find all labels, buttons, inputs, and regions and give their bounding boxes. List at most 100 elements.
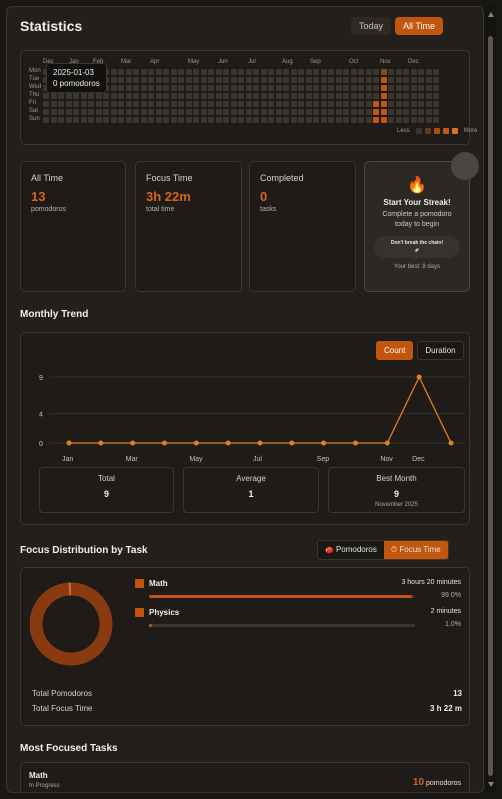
heatmap-cell[interactable] xyxy=(358,93,364,99)
heatmap-cell[interactable] xyxy=(95,109,102,115)
heatmap-cell[interactable] xyxy=(80,93,87,99)
heatmap-cell[interactable] xyxy=(320,117,327,123)
heatmap-cell[interactable] xyxy=(80,117,87,123)
heatmap-cell[interactable] xyxy=(335,101,342,107)
heatmap-cell[interactable] xyxy=(335,117,342,123)
heatmap-cell[interactable] xyxy=(268,93,274,99)
heatmap-cell[interactable] xyxy=(373,69,379,75)
heatmap-cell[interactable] xyxy=(110,117,117,123)
heatmap-cell[interactable] xyxy=(298,69,304,75)
heatmap-cell[interactable] xyxy=(403,109,409,115)
heatmap-cell[interactable] xyxy=(425,93,432,99)
heatmap-cell[interactable] xyxy=(395,101,402,107)
heatmap-cell[interactable] xyxy=(433,109,439,115)
heatmap-cell[interactable] xyxy=(193,77,199,83)
heatmap-cell[interactable] xyxy=(260,69,267,75)
heatmap-cell[interactable] xyxy=(268,77,274,83)
heatmap-cell[interactable] xyxy=(275,77,282,83)
heatmap-cell[interactable] xyxy=(73,109,79,115)
heatmap-cell[interactable] xyxy=(103,109,109,115)
heatmap-cell[interactable] xyxy=(133,77,139,83)
heatmap-cell[interactable] xyxy=(425,117,432,123)
heatmap-cell[interactable] xyxy=(155,69,162,75)
heatmap-cell[interactable] xyxy=(395,109,402,115)
heatmap-cell[interactable] xyxy=(313,109,319,115)
heatmap-cell[interactable] xyxy=(395,117,402,123)
heatmap-cell[interactable] xyxy=(170,93,177,99)
heatmap-cell[interactable] xyxy=(230,117,237,123)
heatmap-cell[interactable] xyxy=(418,101,424,107)
heatmap-cell[interactable] xyxy=(343,101,349,107)
heatmap-cell[interactable] xyxy=(140,101,147,107)
heatmap-cell[interactable] xyxy=(268,101,274,107)
heatmap-cell[interactable] xyxy=(418,93,424,99)
heatmap-cell[interactable] xyxy=(125,93,132,99)
scroll-thumb[interactable] xyxy=(488,36,493,776)
top-task-item[interactable]: Math In Progress 10 pomodoros xyxy=(20,762,470,792)
heatmap-cell[interactable] xyxy=(275,93,282,99)
heatmap-cell[interactable] xyxy=(65,101,72,107)
heatmap-cell[interactable] xyxy=(298,85,304,91)
heatmap-cell[interactable] xyxy=(305,85,312,91)
heatmap-cell[interactable] xyxy=(73,101,79,107)
heatmap-cell[interactable] xyxy=(245,69,252,75)
data-point[interactable] xyxy=(66,440,72,446)
heatmap-cell[interactable] xyxy=(208,77,214,83)
heatmap-cell[interactable] xyxy=(290,85,297,91)
heatmap-cell[interactable] xyxy=(170,69,177,75)
heatmap-cell[interactable] xyxy=(395,85,402,91)
heatmap-cell[interactable] xyxy=(148,101,154,107)
heatmap-cell[interactable] xyxy=(193,93,199,99)
heatmap-cell[interactable] xyxy=(305,109,312,115)
heatmap-cell[interactable] xyxy=(178,101,184,107)
heatmap-cell[interactable] xyxy=(365,117,372,123)
heatmap-cell[interactable] xyxy=(118,69,124,75)
heatmap-cell[interactable] xyxy=(223,85,229,91)
heatmap-cell[interactable] xyxy=(245,109,252,115)
heatmap-cell[interactable] xyxy=(133,85,139,91)
heatmap-cell[interactable] xyxy=(215,85,222,91)
heatmap-cell[interactable] xyxy=(433,117,439,123)
heatmap-cell[interactable] xyxy=(305,101,312,107)
heatmap-cell[interactable] xyxy=(245,77,252,83)
heatmap-cell[interactable] xyxy=(200,69,207,75)
heatmap-cell[interactable] xyxy=(253,109,259,115)
heatmap-cell[interactable] xyxy=(320,101,327,107)
heatmap-cell[interactable] xyxy=(403,77,409,83)
tab-all-time[interactable]: All Time xyxy=(395,17,444,35)
data-point[interactable] xyxy=(321,440,327,446)
heatmap-cell[interactable] xyxy=(253,117,259,123)
heatmap-cell[interactable] xyxy=(305,69,312,75)
heatmap-cell[interactable] xyxy=(410,85,417,91)
heatmap-cell[interactable] xyxy=(403,93,409,99)
heatmap-cell[interactable] xyxy=(110,93,117,99)
heatmap-cell[interactable] xyxy=(103,117,109,123)
heatmap-cell[interactable] xyxy=(335,109,342,115)
heatmap-cell[interactable] xyxy=(200,109,207,115)
count-button[interactable]: Count xyxy=(376,341,414,360)
heatmap-cell[interactable] xyxy=(275,117,282,123)
heatmap-cell[interactable] xyxy=(358,69,364,75)
heatmap-cell[interactable] xyxy=(418,69,424,75)
heatmap-cell[interactable] xyxy=(140,109,147,115)
heatmap-cell[interactable] xyxy=(50,93,57,99)
heatmap-cell[interactable] xyxy=(305,93,312,99)
heatmap-cell[interactable] xyxy=(388,85,394,91)
heatmap-cell[interactable] xyxy=(65,117,72,123)
heatmap-cell[interactable] xyxy=(365,85,372,91)
heatmap-cell[interactable] xyxy=(223,101,229,107)
heatmap-cell[interactable] xyxy=(155,117,162,123)
heatmap-cell[interactable] xyxy=(320,77,327,83)
heatmap-cell[interactable] xyxy=(313,69,319,75)
heatmap-cell[interactable] xyxy=(245,85,252,91)
heatmap-cell[interactable] xyxy=(58,109,64,115)
heatmap-cell[interactable] xyxy=(290,117,297,123)
heatmap-cell[interactable] xyxy=(238,101,244,107)
heatmap-cell[interactable] xyxy=(388,69,394,75)
heatmap-cell[interactable] xyxy=(373,77,379,83)
heatmap-cell[interactable] xyxy=(245,101,252,107)
heatmap-cell[interactable] xyxy=(215,117,222,123)
heatmap-cell[interactable] xyxy=(193,117,199,123)
heatmap-cell[interactable] xyxy=(388,77,394,83)
heatmap-cell[interactable] xyxy=(200,117,207,123)
